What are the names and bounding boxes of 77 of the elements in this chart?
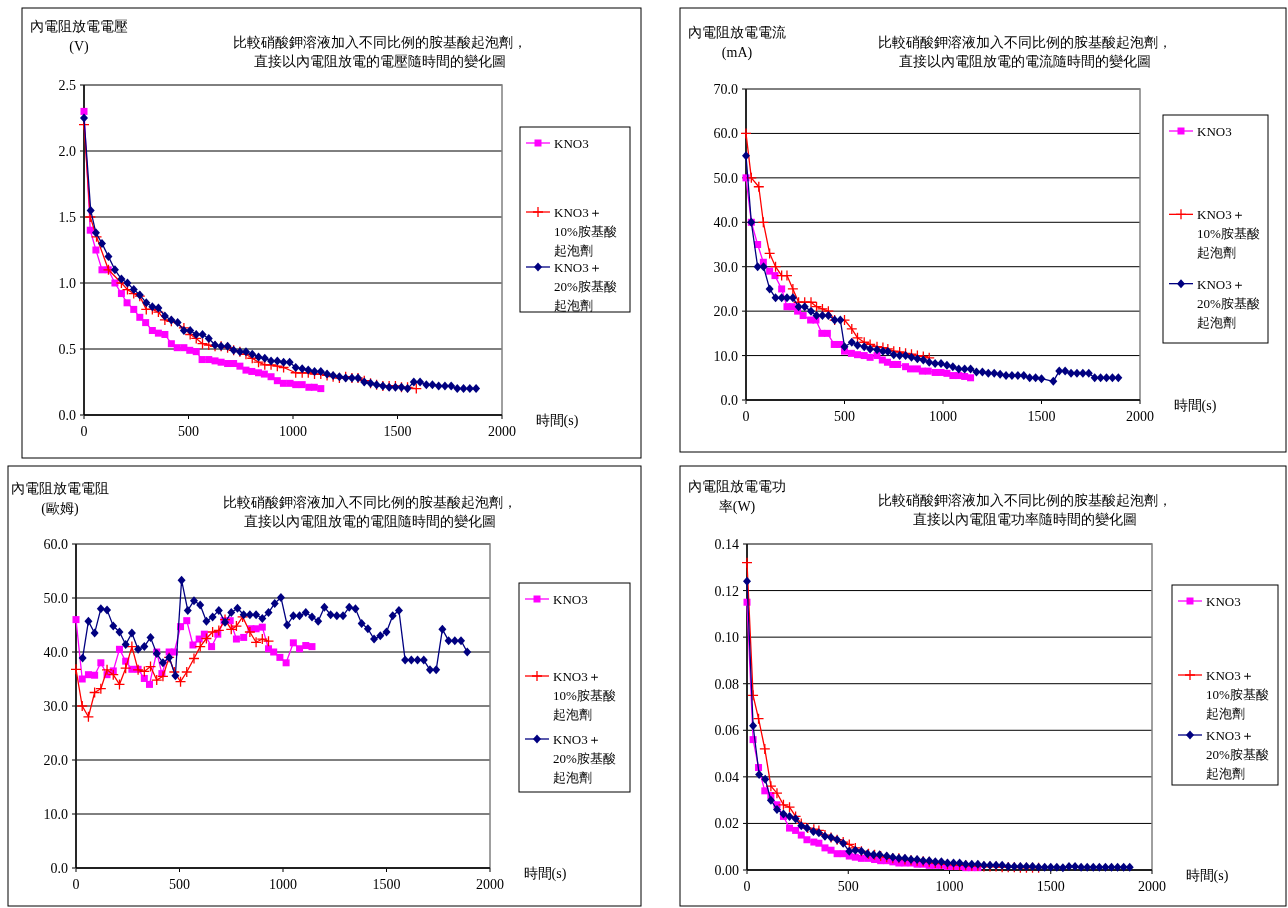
- y-tick-label: 40.0: [713, 215, 738, 231]
- x-tick-label: 1500: [383, 424, 412, 439]
- chart-subtitle: 直接以內電阻電功率隨時間的變化圖: [913, 512, 1137, 527]
- x-tick-label: 500: [837, 879, 859, 894]
- chart-subtitle: 直接以內電阻放電的電壓隨時間的變化圖: [254, 54, 506, 69]
- x-tick-label: 0: [80, 424, 88, 439]
- x-tick-label: 0: [742, 409, 750, 424]
- legend-label: KNO3: [1206, 593, 1242, 611]
- x-tick-label: 2000: [476, 877, 504, 892]
- y-tick-label: 10.0: [713, 348, 738, 364]
- x-tick-label: 1000: [279, 424, 307, 439]
- y-axis-title: 內電阻放電電流 (mA): [687, 24, 787, 62]
- x-tick-label: 1000: [269, 877, 297, 892]
- chart-title: 比較硝酸鉀溶液加入不同比例的胺基酸起泡劑，: [878, 493, 1172, 508]
- y-tick-label: 30.0: [713, 259, 738, 275]
- y-axis-title: 內電阻放電電阻 (歐姆): [10, 480, 110, 518]
- chart-subtitle: 直接以內電阻放電的電阻隨時間的變化圖: [244, 514, 496, 529]
- chart-title: 比較硝酸鉀溶液加入不同比例的胺基酸起泡劑，: [223, 495, 517, 510]
- x-axis-title: 時間(s): [535, 413, 579, 429]
- y-tick-label: 40.0: [43, 645, 68, 660]
- x-tick-label: 500: [178, 424, 199, 439]
- y-tick-label: 20.0: [713, 304, 738, 320]
- legend-label: KNO3＋ 20%胺基酸起泡劑: [554, 259, 618, 315]
- x-axis-title: 時間(s): [523, 866, 567, 882]
- y-tick-label: 30.0: [43, 699, 68, 714]
- legend-label: KNO3: [553, 591, 589, 609]
- x-tick-label: 1000: [935, 879, 964, 894]
- y-tick-label: 2.0: [58, 144, 76, 159]
- y-tick-label: 1.0: [58, 276, 76, 291]
- y-tick-label: 50.0: [713, 170, 738, 186]
- legend-label: KNO3＋ 10%胺基酸起泡劑: [1197, 206, 1261, 263]
- x-tick-label: 500: [169, 877, 190, 892]
- y-axis-title: 內電阻放電電功率(W): [687, 478, 787, 516]
- chart-title: 比較硝酸鉀溶液加入不同比例的胺基酸起泡劑，: [878, 35, 1172, 50]
- y-tick-label: 20.0: [43, 753, 68, 768]
- x-tick-label: 0: [743, 879, 751, 894]
- y-tick-label: 10.0: [43, 807, 68, 822]
- y-tick-label: 1.5: [58, 210, 76, 225]
- legend-label: KNO3＋ 20%胺基酸起泡劑: [1197, 275, 1261, 332]
- x-axis-title: 時間(s): [1185, 868, 1229, 884]
- y-tick-label: 2.5: [58, 78, 76, 93]
- y-tick-label: 50.0: [43, 591, 68, 606]
- x-tick-label: 2000: [488, 424, 516, 439]
- x-tick-label: 1000: [929, 409, 957, 424]
- legend-label: KNO3＋ 20%胺基酸起泡劑: [553, 731, 617, 787]
- y-tick-label: 0.10: [714, 630, 739, 646]
- x-axis-title: 時間(s): [1173, 398, 1217, 414]
- y-tick-label: 0.08: [714, 676, 739, 692]
- chart-title: 比較硝酸鉀溶液加入不同比例的胺基酸起泡劑，: [233, 35, 527, 50]
- legend-label: KNO3: [1197, 123, 1233, 141]
- x-tick-label: 0: [72, 877, 80, 892]
- x-tick-label: 2000: [1126, 409, 1154, 424]
- x-tick-label: 1500: [372, 877, 401, 892]
- y-tick-label: 0.12: [714, 583, 739, 599]
- y-tick-label: 70.0: [713, 82, 738, 97]
- legend-label: KNO3: [554, 135, 590, 153]
- legend-label: KNO3＋ 20%胺基酸起泡劑: [1206, 727, 1270, 783]
- chart-subtitle: 直接以內電阻放電的電流隨時間的變化圖: [899, 54, 1151, 69]
- y-tick-label: 0.14: [714, 537, 739, 552]
- y-tick-label: 60.0: [43, 537, 68, 552]
- legend-label: KNO3＋ 10%胺基酸起泡劑: [553, 668, 617, 724]
- x-tick-label: 2000: [1138, 879, 1166, 894]
- y-tick-label: 0.5: [58, 342, 76, 357]
- y-tick-label: 0.00: [714, 863, 739, 878]
- y-tick-label: 0.02: [714, 816, 739, 832]
- y-tick-label: 0.0: [58, 408, 76, 423]
- legend-label: KNO3＋ 10%胺基酸起泡劑: [554, 204, 618, 260]
- x-tick-label: 500: [834, 409, 855, 424]
- y-tick-label: 0.0: [720, 393, 738, 408]
- y-tick-label: 0.06: [714, 723, 739, 739]
- y-axis-title: 內電阻放電電壓 (V): [29, 18, 129, 56]
- y-tick-label: 0.0: [50, 861, 68, 876]
- x-tick-label: 1500: [1036, 879, 1065, 894]
- y-tick-label: 60.0: [713, 126, 738, 142]
- x-tick-label: 1500: [1027, 409, 1056, 424]
- legend-label: KNO3＋ 10%胺基酸起泡劑: [1206, 667, 1270, 723]
- y-tick-label: 0.04: [714, 769, 739, 785]
